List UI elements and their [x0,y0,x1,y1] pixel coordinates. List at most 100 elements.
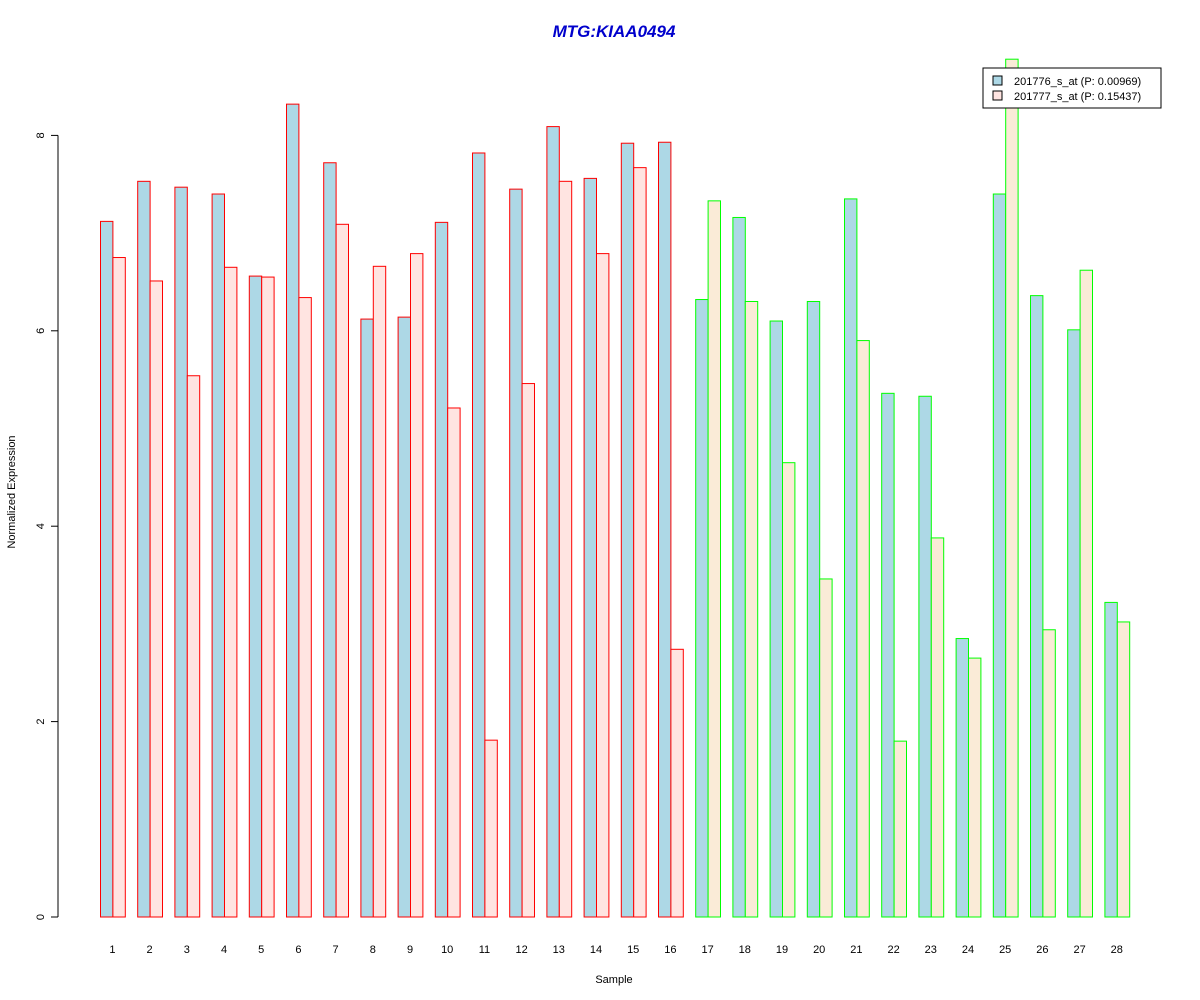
x-tick-label: 4 [221,944,227,956]
bar-series-1-sample-25 [992,193,1007,918]
bar-series-2-sample-10 [447,407,461,918]
bar-series-1-sample-17 [695,299,709,918]
bar-series-2-sample-11 [484,739,498,918]
legend-label-series-1: 201776_s_at (P: 0.00969) [1014,76,1141,88]
y-tick-label: 2 [35,719,47,725]
bar-series-1-sample-11 [472,152,486,918]
x-tick-label: 23 [925,944,937,956]
bar-series-1-sample-22 [881,392,895,918]
bar-series-1-sample-7 [323,162,337,918]
bar-series-1-sample-20 [806,300,821,918]
legend-label-series-2: 201777_s_at (P: 0.15437) [1014,91,1141,103]
x-tick-label: 25 [999,944,1011,956]
bar-series-2-sample-24 [968,657,982,918]
bar-series-2-sample-16 [670,648,684,918]
bar-series-2-sample-23 [930,537,945,918]
x-tick-label: 16 [664,944,676,956]
bar-series-1-sample-1 [100,220,114,918]
y-axis: 0 2 4 6 8 [35,132,59,920]
bar-series-2-sample-3 [186,375,201,918]
y-tick-label: 6 [35,328,47,334]
x-tick-label: 24 [962,944,974,956]
x-tick-label: 9 [407,944,413,956]
x-tick-label: 5 [258,944,264,956]
x-tick-label: 8 [370,944,376,956]
bar-series-2-sample-18 [744,300,759,918]
bar-series-1-sample-6 [286,103,300,918]
bars-group [100,58,1131,918]
bar-series-1-sample-15 [620,142,635,918]
bar-series-2-sample-17 [707,200,721,918]
bar-series-2-sample-4 [224,266,238,918]
x-tick-label: 19 [776,944,788,956]
x-tick-label: 26 [1036,944,1048,956]
bar-series-1-sample-2 [137,180,151,918]
bar-series-2-sample-19 [782,462,796,918]
bar-series-1-sample-24 [955,638,969,918]
x-tick-label: 20 [813,944,825,956]
bar-series-2-sample-12 [521,383,535,918]
x-tick-label: 15 [627,944,639,956]
bar-series-2-sample-6 [298,297,312,918]
bar-series-2-sample-8 [372,265,387,918]
bar-series-1-sample-13 [546,126,560,918]
legend: 201776_s_at (P: 0.00969) 201777_s_at (P:… [982,67,1162,109]
legend-swatch-series-2 [992,90,1003,101]
bar-series-2-sample-2 [149,280,164,918]
bar-series-1-sample-5 [248,275,263,918]
bar-series-2-sample-22 [893,740,907,918]
bar-series-2-sample-9 [410,253,424,918]
bar-series-1-sample-4 [211,193,226,918]
x-tick-label: 27 [1073,944,1085,956]
x-tick-label: 2 [147,944,153,956]
bar-series-1-sample-9 [397,316,412,918]
bar-series-2-sample-14 [596,253,610,918]
chart-title: MTG:KIAA0494 [553,22,676,41]
x-tick-label: 6 [295,944,301,956]
bar-series-2-sample-15 [633,167,647,918]
bar-series-1-sample-12 [509,188,523,918]
x-tick-label: 10 [441,944,453,956]
bar-series-1-sample-3 [174,186,188,918]
bar-series-2-sample-21 [856,340,870,918]
bar-series-1-sample-23 [918,395,932,918]
x-axis-label: Sample [595,974,632,986]
bar-series-2-sample-7 [335,223,350,918]
bar-series-2-sample-20 [819,578,833,918]
x-tick-label: 1 [109,944,115,956]
x-tick-label: 7 [333,944,339,956]
x-tick-label: 18 [739,944,751,956]
bar-series-1-sample-18 [732,216,746,918]
bar-series-1-sample-16 [658,141,672,918]
bar-series-2-sample-1 [112,257,126,918]
bar-series-1-sample-19 [769,320,783,918]
x-tick-label: 11 [479,944,490,956]
bar-series-1-sample-27 [1067,329,1081,918]
bar-series-2-sample-28 [1116,621,1131,918]
x-axis-labels: 1 2 3 4 5 6 7 8 9 10 11 12 13 14 15 16 17 18 19 20 21 22 23 24 2… [109,944,1123,956]
bar-series-2-sample-13 [558,180,573,918]
x-tick-label: 3 [184,944,190,956]
bar-series-1-sample-21 [844,198,858,918]
bar-series-1-sample-14 [583,177,597,918]
x-tick-label: 14 [590,944,602,956]
x-tick-label: 22 [887,944,899,956]
y-tick-label: 8 [35,132,47,138]
bar-series-2-sample-26 [1042,629,1056,918]
x-tick-label: 12 [515,944,527,956]
bar-series-2-sample-5 [261,276,275,918]
bar-series-2-sample-25 [1005,58,1019,918]
x-tick-label: 21 [850,944,862,956]
x-tick-label: 17 [701,944,713,956]
bar-series-2-sample-27 [1079,269,1093,918]
legend-box [982,67,1162,109]
legend-swatch-series-1 [992,75,1003,86]
x-tick-label: 28 [1111,944,1123,956]
y-axis-label: Normalized Expression [6,435,18,548]
bar-series-1-sample-10 [434,221,449,918]
x-tick-label: 13 [553,944,565,956]
y-tick-label: 4 [35,523,47,529]
bar-series-1-sample-26 [1030,295,1044,918]
y-tick-label: 0 [35,914,47,920]
